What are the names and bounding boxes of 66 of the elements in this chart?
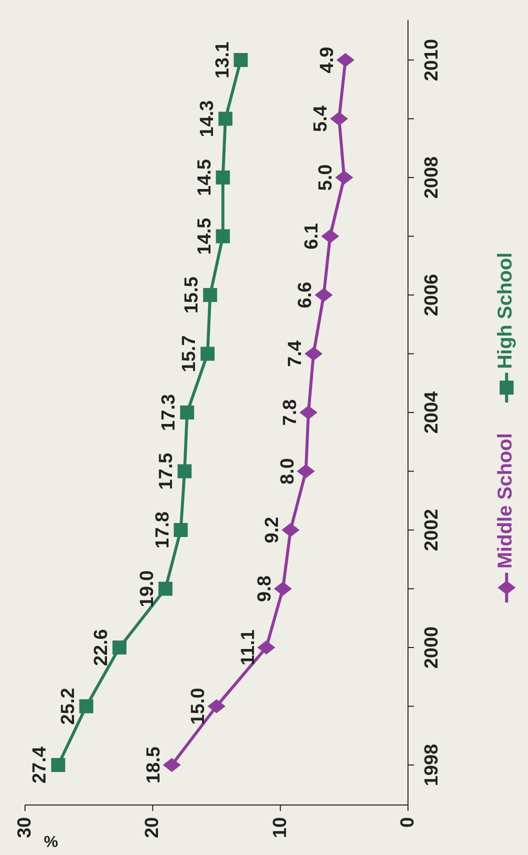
x-tick-label: 10 (270, 817, 291, 838)
data-label: 5.0 (316, 164, 337, 191)
point (274, 582, 292, 596)
point (257, 640, 276, 654)
point (330, 112, 348, 126)
y-tick-label: 2000 (422, 626, 442, 669)
data-label: 15.5 (182, 276, 203, 314)
data-label: 22.6 (90, 629, 112, 666)
point (282, 523, 300, 537)
data-label: 25.2 (58, 688, 79, 725)
y-tick-label: 2002 (422, 508, 442, 552)
data-label: 27.4 (30, 746, 51, 784)
data-label: 5.4 (310, 105, 332, 132)
data-label: 6.1 (302, 222, 323, 250)
point (335, 170, 354, 184)
point (180, 406, 194, 420)
data-label: 14.5 (194, 158, 216, 196)
y-tick-label: 2006 (422, 274, 442, 316)
point (296, 464, 315, 478)
point (51, 758, 66, 772)
y-tick-label: 1998 (422, 744, 442, 786)
data-label: 7.4 (285, 340, 306, 367)
data-label: 18.5 (143, 746, 164, 784)
x-tick-label: 0 (398, 817, 418, 828)
point (208, 699, 226, 714)
data-label: 14.5 (194, 217, 216, 255)
y-tick-label: 2004 (422, 390, 442, 434)
text: High School (494, 252, 518, 370)
point (314, 288, 333, 302)
x-tick-label: 20 (142, 817, 164, 838)
point (162, 758, 181, 772)
data-label: 14.3 (196, 100, 218, 138)
point (216, 170, 230, 184)
point (218, 112, 232, 126)
data-label: 15.0 (188, 688, 209, 725)
point (79, 699, 94, 714)
data-label: 4.9 (316, 46, 338, 74)
point (203, 288, 218, 302)
x-tick-label: 30 (14, 817, 36, 838)
data-label: 11.1 (238, 629, 259, 666)
point (304, 346, 323, 361)
point (112, 640, 126, 654)
point (234, 53, 248, 67)
point (216, 229, 230, 244)
data-label: 7.8 (280, 399, 301, 426)
y-tick-label: 2008 (422, 156, 442, 199)
data-label: 19.0 (136, 570, 158, 608)
point (174, 523, 188, 537)
point (321, 229, 340, 244)
data-label: 15.7 (179, 335, 200, 372)
point (178, 464, 192, 478)
data-label: 9.2 (262, 516, 284, 544)
point (200, 346, 215, 361)
data-label: 13.1 (212, 41, 234, 78)
text: Middle School (494, 433, 518, 569)
data-label: 17.5 (156, 452, 178, 490)
point (336, 53, 354, 67)
x-axis-title: % (44, 834, 58, 851)
data-label: 8.0 (277, 458, 298, 484)
data-label: 9.8 (254, 576, 276, 602)
data-label: 17.8 (152, 512, 174, 548)
y-tick-label: 2010 (422, 38, 442, 82)
point (299, 406, 318, 420)
point (158, 582, 172, 596)
data-label: 17.3 (158, 394, 180, 431)
data-label: 6.6 (295, 282, 316, 308)
